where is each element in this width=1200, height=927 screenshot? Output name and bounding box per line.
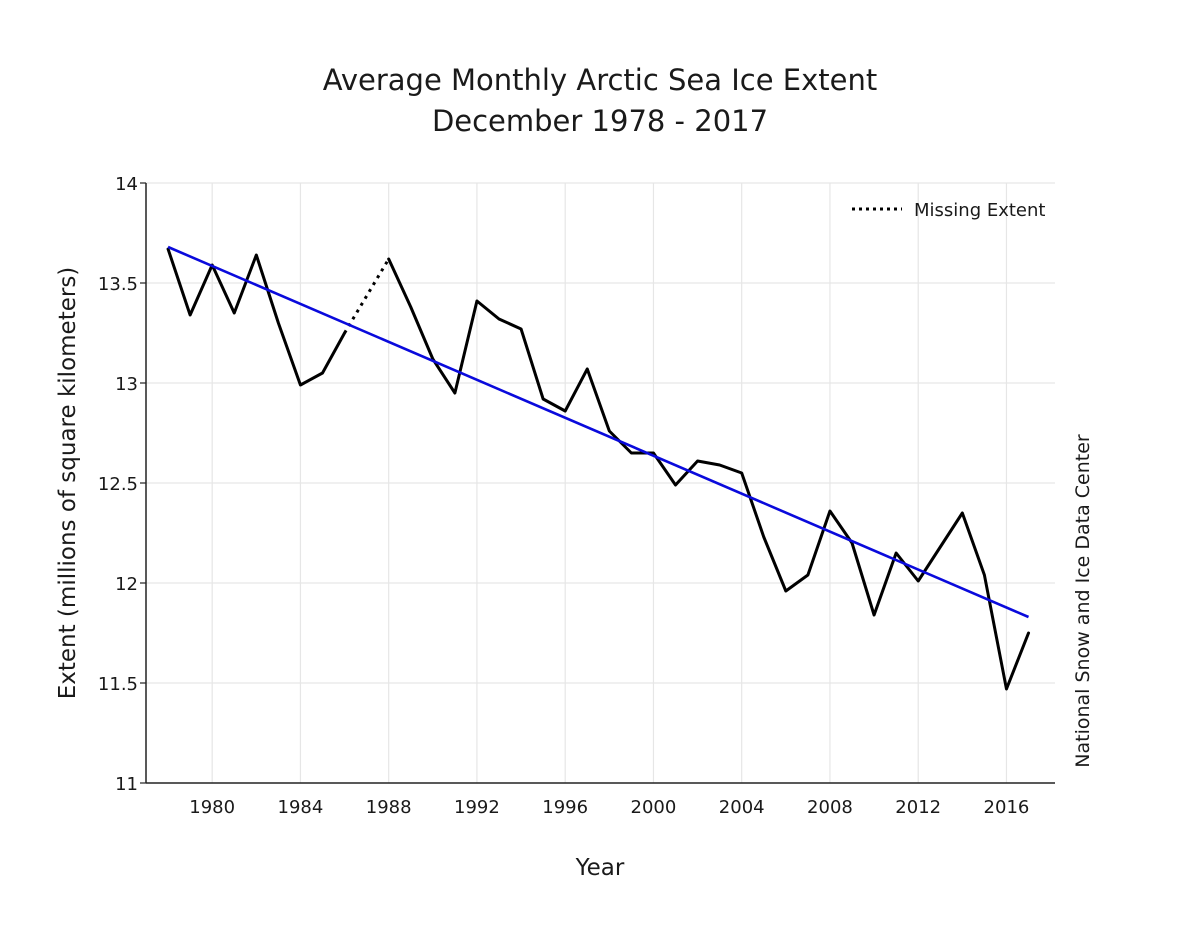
missing-extent-line [343, 258, 390, 334]
y-tick-label: 13.5 [98, 274, 138, 295]
chart-subtitle: December 1978 - 2017 [432, 104, 768, 138]
x-tick-label: 1988 [366, 797, 412, 818]
y-tick-label: 11.5 [98, 674, 138, 695]
x-axis-label: Year [575, 855, 625, 881]
legend-label: Missing Extent [914, 200, 1045, 221]
y-axis-label: Extent (millions of square kilometers) [55, 267, 81, 700]
x-tick-label: 2000 [631, 797, 677, 818]
x-tick-label: 2008 [807, 797, 853, 818]
x-tick-label: 2012 [895, 797, 941, 818]
x-tick-label: 2004 [719, 797, 765, 818]
y-tick-label: 14 [115, 174, 138, 195]
chart-title: Average Monthly Arctic Sea Ice Extent [323, 63, 878, 97]
x-tick-label: 1992 [454, 797, 500, 818]
y-tick-label: 11 [115, 774, 138, 795]
y-tick-label: 13 [115, 374, 138, 395]
tick-labels: 11 11.5 12 12.5 13 13.5 14 1980 1984 1988 1992 1996… [98, 174, 1029, 818]
x-tick-label: 1984 [278, 797, 324, 818]
source-credit: National Snow and Ice Data Center [1072, 434, 1094, 768]
x-tick-label: 1996 [542, 797, 588, 818]
y-tick-label: 12 [115, 574, 138, 595]
series [166, 245, 1031, 691]
extent-line [387, 257, 1031, 691]
grid-lines [146, 182, 1055, 783]
legend: Missing Extent [852, 200, 1045, 221]
y-tick-label: 12.5 [98, 474, 138, 495]
trend-line [167, 245, 1030, 619]
x-tick-label: 1980 [189, 797, 235, 818]
extent-line [166, 247, 347, 387]
x-tick-label: 2016 [984, 797, 1030, 818]
